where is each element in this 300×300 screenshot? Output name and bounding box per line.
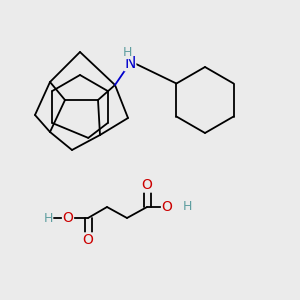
Text: O: O [142,178,152,192]
Text: O: O [63,211,74,225]
Text: N: N [124,56,136,70]
Text: H: H [182,200,192,214]
Text: H: H [122,46,132,59]
Text: O: O [162,200,172,214]
Text: O: O [82,233,93,247]
Text: H: H [43,212,53,224]
